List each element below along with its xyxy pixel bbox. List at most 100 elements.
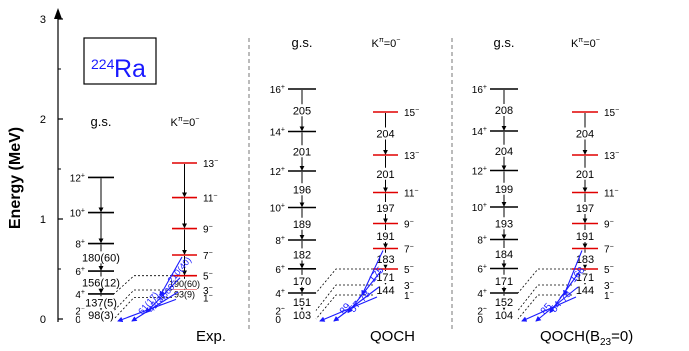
panel-name: QOCH — [370, 328, 415, 345]
gs-transition-label: 103 — [293, 310, 311, 322]
gs-transition-label: 193 — [495, 218, 513, 230]
label-backdrop — [367, 271, 404, 283]
axis-tick-label: 0 — [40, 314, 46, 326]
label-backdrop — [281, 295, 323, 308]
odd-transition-label: 201 — [376, 169, 394, 181]
gs-spin-label: 10+ — [270, 203, 285, 215]
gs-spin-label: 8+ — [275, 235, 285, 247]
label-backdrop — [483, 274, 525, 287]
odd-transition-label: 93(9) — [174, 290, 195, 300]
odd-spin-label: 11− — [404, 188, 418, 200]
label-backdrop — [483, 182, 525, 195]
gs-transition-label: 199 — [495, 184, 513, 196]
label-backdrop — [367, 230, 404, 242]
odd-spin-label: 11− — [604, 188, 618, 200]
odd-spin-label: 3− — [604, 280, 614, 292]
nucleus-symbol: Ra — [114, 55, 146, 83]
interband-arrow — [333, 286, 380, 322]
band-title-gs: g.s. — [292, 35, 313, 50]
label-backdrop — [483, 308, 525, 321]
odd-spin-label: 13− — [203, 158, 218, 170]
level-connector — [315, 294, 373, 320]
band-title-k: Kπ=0− — [171, 116, 200, 129]
gs-transition-label: 152 — [495, 297, 513, 309]
level-connector — [517, 294, 572, 320]
gs-transition-label: 170 — [293, 276, 311, 288]
interband-arrow — [521, 296, 577, 322]
gs-transition-label: 201 — [293, 146, 311, 158]
band-title-gs: g.s. — [91, 114, 112, 129]
label-backdrop — [567, 202, 603, 214]
gs-spin-label: 14+ — [270, 127, 285, 139]
odd-transition-label: 204 — [376, 129, 394, 141]
gs-spin-label: 16+ — [472, 84, 487, 96]
odd-spin-label: 11− — [203, 193, 217, 205]
odd-transition-label: 201 — [576, 169, 594, 181]
label-backdrop — [567, 167, 603, 180]
gs-spin-label: 6+ — [477, 264, 487, 276]
gs-spin-label: 4+ — [75, 289, 85, 301]
odd-transition-label: 191 — [576, 231, 594, 243]
level-connector — [517, 268, 572, 294]
level-connector — [517, 284, 572, 311]
label-backdrop — [166, 289, 203, 300]
gs-spin-label: 6+ — [75, 266, 85, 278]
level-connector — [113, 275, 172, 295]
label-backdrop — [367, 127, 404, 140]
gs-transition-label: 171 — [495, 276, 513, 288]
gs-transition-label: 180(60) — [82, 252, 120, 264]
gs-spin-label: 12+ — [472, 166, 487, 178]
odd-spin-label: 7− — [404, 244, 414, 256]
gs-transition-label: 208 — [495, 105, 513, 117]
gs-spin-label: 10+ — [472, 202, 487, 214]
gs-transition-label: 184 — [495, 249, 513, 261]
gs-spin-label: 4+ — [275, 288, 285, 300]
gs-transition-label: 204 — [495, 146, 513, 158]
odd-spin-label: 15− — [404, 107, 419, 119]
label-backdrop — [567, 127, 603, 140]
interband-arrow — [535, 286, 579, 322]
panel-qoch: g.s.Kπ=0−0+2+4+6+8+10+12+14+16+103151170… — [270, 35, 419, 345]
axis-tick-label: 1 — [40, 214, 46, 226]
level-connector — [113, 296, 172, 320]
label-backdrop — [483, 248, 525, 260]
odd-transition-label: 144 — [376, 285, 394, 297]
odd-transition-label: 197 — [376, 203, 394, 215]
interband-arrow — [563, 250, 583, 296]
label-backdrop — [567, 252, 603, 265]
axis-tick-label: 3 — [40, 14, 46, 26]
panel-name: QOCH(B23=0) — [540, 328, 633, 348]
label-backdrop — [367, 252, 404, 265]
level-connector — [315, 284, 373, 311]
level-connector — [113, 289, 172, 311]
label-backdrop — [166, 278, 203, 289]
odd-transition-label: 144 — [576, 285, 594, 297]
gs-transition-label: 156(12) — [82, 278, 120, 290]
axis-title: Energy (MeV) — [7, 127, 24, 229]
odd-spin-label: 5− — [604, 264, 614, 276]
odd-spin-label: 1− — [203, 292, 213, 304]
label-backdrop — [281, 308, 323, 321]
gs-transition-label: 189 — [293, 219, 311, 231]
label-backdrop — [281, 104, 323, 117]
odd-transition-label: 197 — [576, 203, 594, 215]
interband-arrow — [361, 250, 384, 296]
gs-spin-label: 4+ — [477, 288, 487, 300]
interband-arrow — [159, 256, 183, 297]
odd-transition-label: 171 — [376, 272, 394, 284]
label-backdrop — [80, 276, 122, 289]
axis-tick-label: 2 — [40, 114, 46, 126]
odd-spin-label: 9− — [404, 219, 414, 231]
label-backdrop — [567, 284, 603, 296]
odd-spin-label: 1− — [404, 290, 414, 302]
gs-spin-label: 14+ — [472, 126, 487, 138]
band-title-k: Kπ=0− — [571, 37, 600, 50]
axis-arrowhead — [54, 8, 62, 19]
gs-transition-label: 205 — [293, 105, 311, 117]
gs-transition-label: 196 — [293, 184, 311, 196]
label-backdrop — [567, 271, 603, 283]
label-backdrop — [367, 202, 404, 214]
label-backdrop — [483, 144, 525, 157]
gs-spin-label: 6+ — [275, 264, 285, 276]
